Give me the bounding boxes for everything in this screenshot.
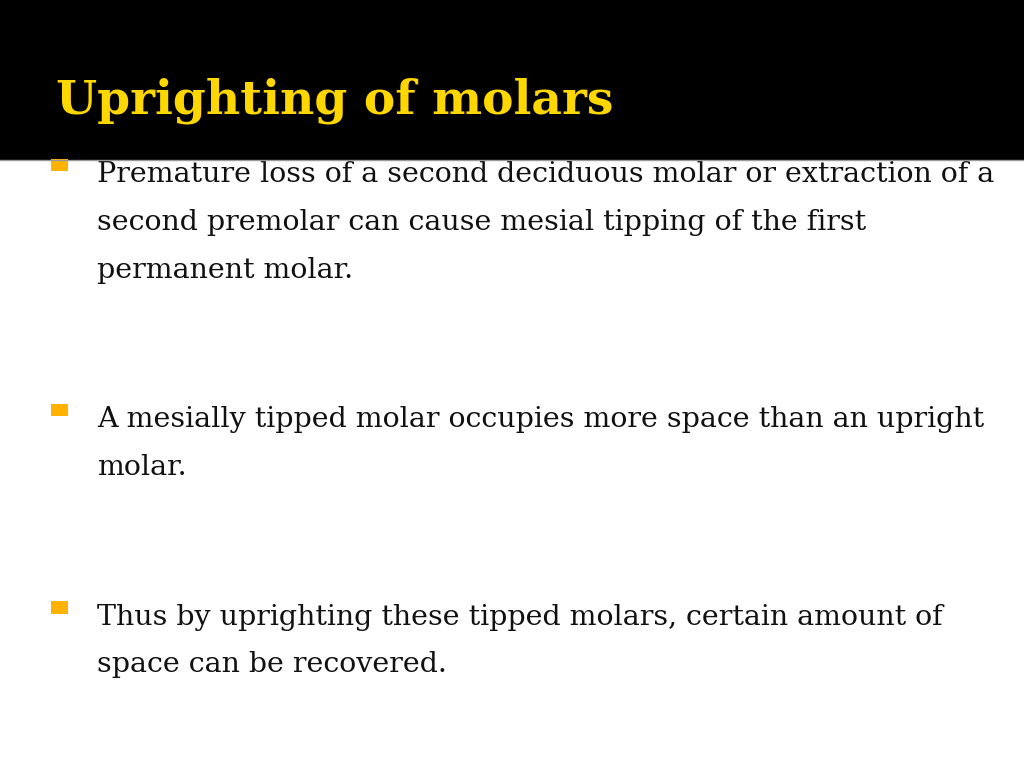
Text: Uprighting of molars: Uprighting of molars <box>56 78 613 124</box>
FancyBboxPatch shape <box>51 159 68 171</box>
Text: space can be recovered.: space can be recovered. <box>97 651 447 678</box>
Text: molar.: molar. <box>97 454 187 481</box>
FancyBboxPatch shape <box>0 0 1024 160</box>
Text: A mesially tipped molar occupies more space than an upright: A mesially tipped molar occupies more sp… <box>97 406 984 433</box>
Text: permanent molar.: permanent molar. <box>97 257 353 283</box>
Text: Thus by uprighting these tipped molars, certain amount of: Thus by uprighting these tipped molars, … <box>97 604 943 631</box>
FancyBboxPatch shape <box>51 404 68 416</box>
FancyBboxPatch shape <box>51 601 68 614</box>
Text: second premolar can cause mesial tipping of the first: second premolar can cause mesial tipping… <box>97 209 866 236</box>
Text: Premature loss of a second deciduous molar or extraction of a: Premature loss of a second deciduous mol… <box>97 161 994 188</box>
